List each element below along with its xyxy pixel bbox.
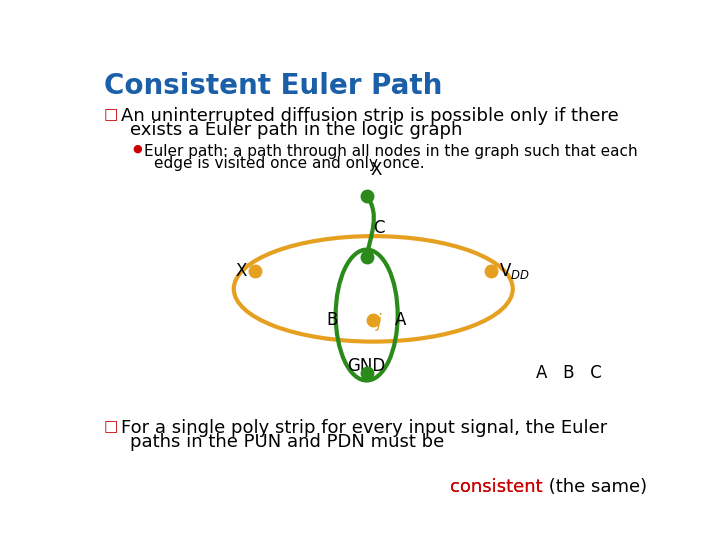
Text: edge is visited once and only once.: edge is visited once and only once. <box>153 157 424 171</box>
Text: A   B   C: A B C <box>536 364 601 382</box>
Text: ●: ● <box>132 144 143 154</box>
Text: An uninterrupted diffusion strip is possible only if there: An uninterrupted diffusion strip is poss… <box>121 107 618 125</box>
Text: consistent: consistent <box>450 478 543 496</box>
Text: paths in the PUN and PDN must be: paths in the PUN and PDN must be <box>130 433 450 451</box>
Text: exists a Euler path in the logic graph: exists a Euler path in the logic graph <box>130 121 463 139</box>
Text: Consistent Euler Path: Consistent Euler Path <box>104 72 442 100</box>
Text: □: □ <box>104 107 118 122</box>
Text: V$_{DD}$: V$_{DD}$ <box>499 261 530 281</box>
Text: Euler path: a path through all nodes in the graph such that each: Euler path: a path through all nodes in … <box>144 144 638 159</box>
Text: j: j <box>377 313 382 330</box>
Text: consistent: consistent <box>450 478 543 496</box>
Text: C: C <box>373 219 384 237</box>
Text: B: B <box>327 312 338 329</box>
Text: □: □ <box>104 419 118 434</box>
Text: (the same): (the same) <box>543 478 647 496</box>
Text: A: A <box>395 312 406 329</box>
Text: For a single poly strip for every input signal, the Euler: For a single poly strip for every input … <box>121 419 607 437</box>
Text: GND: GND <box>348 357 386 375</box>
Text: X: X <box>236 262 248 280</box>
Text: X: X <box>371 161 382 179</box>
